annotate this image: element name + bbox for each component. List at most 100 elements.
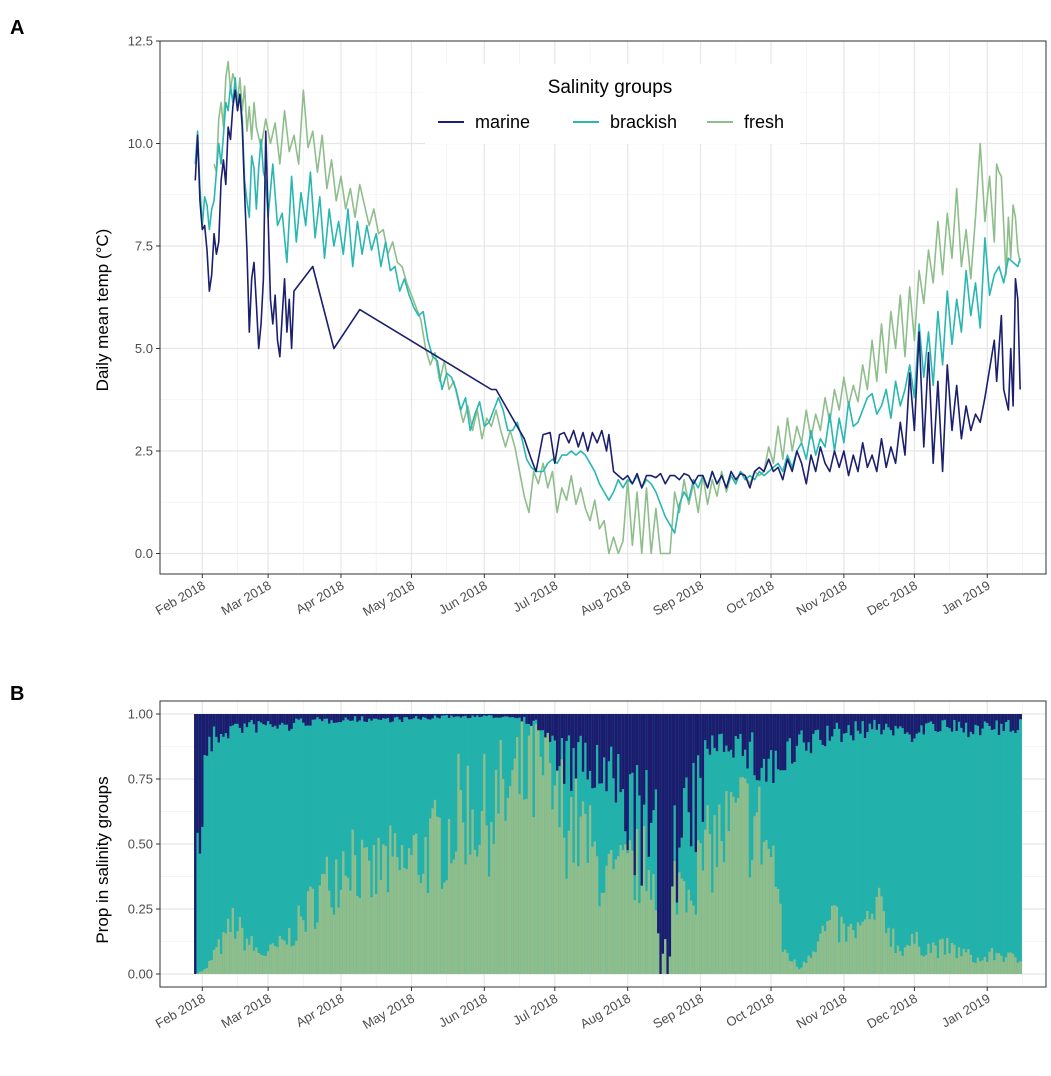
panel-b-tag: B [10,683,24,705]
bar-marine [607,714,611,762]
bar-fresh [671,886,675,974]
bar-brackish [894,714,898,974]
bar-fresh [292,945,296,974]
bar-marine [572,714,576,749]
bar-fresh [450,863,454,974]
bar-marine [248,714,252,723]
bar-brackish [849,714,853,974]
bar-fresh [417,874,421,974]
bar-marine [320,714,324,722]
bar-fresh [226,918,230,974]
bar-marine [593,714,597,788]
bar-fresh [273,946,277,974]
bar-brackish [1011,714,1015,974]
bar-marine [288,714,292,731]
bar-brackish [299,714,303,974]
bar-fresh [518,793,522,974]
bar-fresh [391,856,395,974]
bar-marine [950,714,954,732]
bar-marine [485,714,489,717]
bar-fresh [403,867,407,974]
bar-brackish [685,714,689,974]
bar-fresh [1007,952,1011,974]
bar-brackish [217,714,221,974]
bar-brackish [311,714,315,974]
bar-marine [957,714,961,722]
panel-b-x-tick-label: Aug 2018 [577,991,633,1032]
bar-brackish [619,714,623,974]
bar-brackish [342,714,346,974]
bar-brackish [971,714,975,974]
bar-marine [906,714,910,733]
bar-marine [612,714,616,779]
bar-marine [278,714,282,725]
bar-marine [530,714,534,726]
bar-fresh [964,952,968,974]
bar-marine [382,714,386,719]
bar-marine [1009,714,1013,732]
bar-marine [915,714,919,734]
bar-marine [760,714,764,768]
bar-fresh [558,827,562,974]
bar-marine [422,714,425,717]
bar-fresh [539,756,543,974]
bar-marine [870,714,874,730]
bar-marine [953,714,957,720]
bar-marine [910,714,914,742]
bar-fresh [389,825,393,974]
bar-brackish [1000,714,1004,974]
bar-brackish [386,714,390,974]
bar-fresh [866,910,870,974]
bar-marine [201,714,205,827]
bar-brackish [356,714,360,974]
bar-fresh [499,739,503,974]
bar-marine [645,714,649,770]
bar-fresh [445,880,449,974]
bar-marine [849,714,853,736]
bar-brackish [887,714,891,974]
panel-a-x-tick-label: Nov 2018 [794,578,850,619]
bar-fresh [835,906,839,974]
bar-marine [473,714,477,717]
bar-marine [393,714,397,718]
bar-marine [725,714,729,746]
bar-brackish [281,714,284,974]
bar-marine [652,714,656,811]
bar-brackish [595,714,599,974]
bar-brackish [939,714,943,974]
bar-brackish [273,714,277,974]
bar-fresh [212,949,216,974]
panel-a-y-tick-label: 12.5 [128,34,153,49]
bar-fresh [320,873,324,974]
bar-fresh [494,769,498,974]
bar-fresh [734,802,738,974]
bar-brackish [877,714,881,974]
bar-marine [309,714,313,726]
bar-marine [1004,714,1008,723]
bar-brackish [234,714,237,974]
bar-marine [290,714,294,729]
bar-marine [631,714,635,773]
bar-fresh [302,920,306,974]
bar-fresh [295,940,299,974]
bar-brackish [407,714,411,974]
bar-brackish [927,714,931,974]
bar-fresh [906,944,910,974]
bar-marine [805,714,809,751]
bar-fresh [560,759,564,974]
bar-brackish [245,714,249,974]
bar-marine [537,714,541,731]
bar-fresh [424,837,428,974]
bar-marine [480,714,484,717]
bar-fresh [208,960,212,974]
bar-marine [194,714,198,974]
bar-fresh [887,927,891,974]
bar-brackish [229,714,233,974]
bar-marine [483,714,487,716]
bar-fresh [809,957,813,974]
bar-brackish [224,714,228,974]
bar-brackish [346,714,350,974]
bar-marine [400,714,404,722]
bar-marine [560,714,564,739]
bar-marine [697,714,700,756]
